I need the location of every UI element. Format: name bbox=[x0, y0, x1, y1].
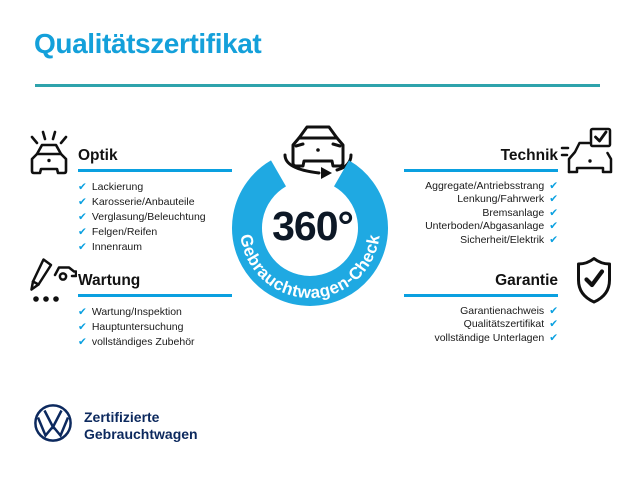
checklist-item: ✔ Innenraum bbox=[78, 240, 232, 255]
car-checkbox-icon bbox=[560, 127, 614, 177]
page-title: Qualitätszertifikat bbox=[34, 28, 262, 59]
item-label: Wartung/Inspektion bbox=[91, 305, 182, 318]
check-icon: ✔ bbox=[78, 335, 87, 348]
check-icon: ✔ bbox=[78, 240, 87, 253]
checklist-item: ✔ Lackierung bbox=[78, 180, 232, 195]
check-icon: ✔ bbox=[78, 195, 87, 208]
section-underline bbox=[404, 169, 558, 172]
pen-checklist-icon bbox=[23, 254, 77, 308]
check-icon: ✔ bbox=[549, 220, 558, 233]
check-icon: ✔ bbox=[549, 233, 558, 246]
section-optik: Optik ✔ Lackierung ✔ Karosserie/Anbauteile… bbox=[78, 146, 232, 255]
item-label: Sicherheit/Elektrik bbox=[460, 233, 545, 246]
check-icon: ✔ bbox=[78, 210, 87, 223]
ring-badge: Gebrauchtwagen-Check bbox=[232, 160, 388, 306]
checklist-item: Unterboden/Abgasanlage ✔ bbox=[404, 220, 558, 234]
check-icon: ✔ bbox=[549, 206, 558, 219]
section-wartung: Wartung ✔ Wartung/Inspektion ✔ Hauptunters… bbox=[78, 271, 232, 350]
title-divider bbox=[35, 84, 600, 87]
brand-text: Zertifizierte Gebrauchtwagen bbox=[84, 409, 198, 443]
check-icon: ✔ bbox=[78, 225, 87, 238]
car-360-rotation-icon bbox=[275, 119, 361, 187]
brand-line-1: Zertifizierte bbox=[84, 408, 160, 425]
checklist-item: ✔ Karosserie/Anbauteile bbox=[78, 195, 232, 210]
check-icon: ✔ bbox=[78, 180, 87, 193]
section-title-optik: Optik bbox=[78, 147, 118, 164]
item-label: Verglasung/Beleuchtung bbox=[91, 210, 206, 223]
section-title-wartung: Wartung bbox=[78, 272, 141, 289]
shield-check-icon bbox=[572, 255, 616, 305]
badge-360-label: 360° bbox=[272, 203, 354, 249]
item-label: Bremsanlage bbox=[482, 206, 545, 219]
section-underline bbox=[78, 169, 232, 172]
checklist-garantie: Garantienachweis ✔ Qualitätszertifikat ✔ v… bbox=[404, 305, 558, 346]
check-icon: ✔ bbox=[78, 305, 87, 318]
item-label: Aggregate/Antriebsstrang bbox=[425, 179, 545, 192]
checklist-item: Qualitätszertifikat ✔ bbox=[404, 318, 558, 332]
checklist-item: ✔ Hauptuntersuchung bbox=[78, 320, 232, 335]
check-icon: ✔ bbox=[549, 304, 558, 317]
check-icon: ✔ bbox=[78, 320, 87, 333]
checklist-technik: Aggregate/Antriebsstrang ✔ Lenkung/Fahrwe… bbox=[404, 180, 558, 248]
checklist-optik: ✔ Lackierung ✔ Karosserie/Anbauteile ✔ Verg… bbox=[78, 180, 232, 255]
section-title-technik: Technik bbox=[500, 147, 558, 164]
checklist-item: ✔ Wartung/Inspektion bbox=[78, 305, 232, 320]
item-label: Unterboden/Abgasanlage bbox=[425, 220, 545, 233]
checklist-wartung: ✔ Wartung/Inspektion ✔ Hauptuntersuchung ✔… bbox=[78, 305, 232, 350]
checklist-item: ✔ vollständiges Zubehör bbox=[78, 335, 232, 350]
check-icon: ✔ bbox=[549, 179, 558, 192]
section-underline bbox=[78, 294, 232, 297]
item-label: Qualitätszertifikat bbox=[463, 318, 545, 331]
item-label: vollständige Unterlagen bbox=[434, 331, 545, 344]
checklist-item: Bremsanlage ✔ bbox=[404, 207, 558, 221]
footer-brand: Zertifizierte Gebrauchtwagen bbox=[33, 403, 198, 448]
check-icon: ✔ bbox=[549, 318, 558, 331]
checklist-item: vollständige Unterlagen ✔ bbox=[404, 332, 558, 346]
item-label: Hauptuntersuchung bbox=[91, 320, 184, 333]
vw-logo-icon bbox=[33, 403, 73, 448]
brand-line-2: Gebrauchtwagen bbox=[84, 425, 198, 442]
checklist-item: Aggregate/Antriebsstrang ✔ bbox=[404, 180, 558, 194]
check-icon: ✔ bbox=[549, 193, 558, 206]
checklist-item: Lenkung/Fahrwerk ✔ bbox=[404, 193, 558, 207]
item-label: Garantienachweis bbox=[460, 304, 545, 317]
section-garantie: Garantie Garantienachweis ✔ Qualitätszert… bbox=[404, 271, 558, 345]
section-title-garantie: Garantie bbox=[495, 272, 558, 289]
checklist-item: Sicherheit/Elektrik ✔ bbox=[404, 234, 558, 248]
item-label: Lackierung bbox=[91, 180, 144, 193]
sparkling-car-icon bbox=[24, 127, 74, 177]
check-icon: ✔ bbox=[549, 331, 558, 344]
item-label: Karosserie/Anbauteile bbox=[91, 195, 195, 208]
checklist-item: Garantienachweis ✔ bbox=[404, 305, 558, 319]
checklist-item: ✔ Verglasung/Beleuchtung bbox=[78, 210, 232, 225]
section-underline bbox=[404, 294, 558, 297]
checklist-item: ✔ Felgen/Reifen bbox=[78, 225, 232, 240]
item-label: vollständiges Zubehör bbox=[91, 335, 195, 348]
item-label: Felgen/Reifen bbox=[91, 225, 158, 238]
item-label: Lenkung/Fahrwerk bbox=[457, 193, 545, 206]
item-label: Innenraum bbox=[91, 240, 143, 253]
section-technik: Technik Aggregate/Antriebsstrang ✔ Lenkun… bbox=[404, 146, 558, 247]
